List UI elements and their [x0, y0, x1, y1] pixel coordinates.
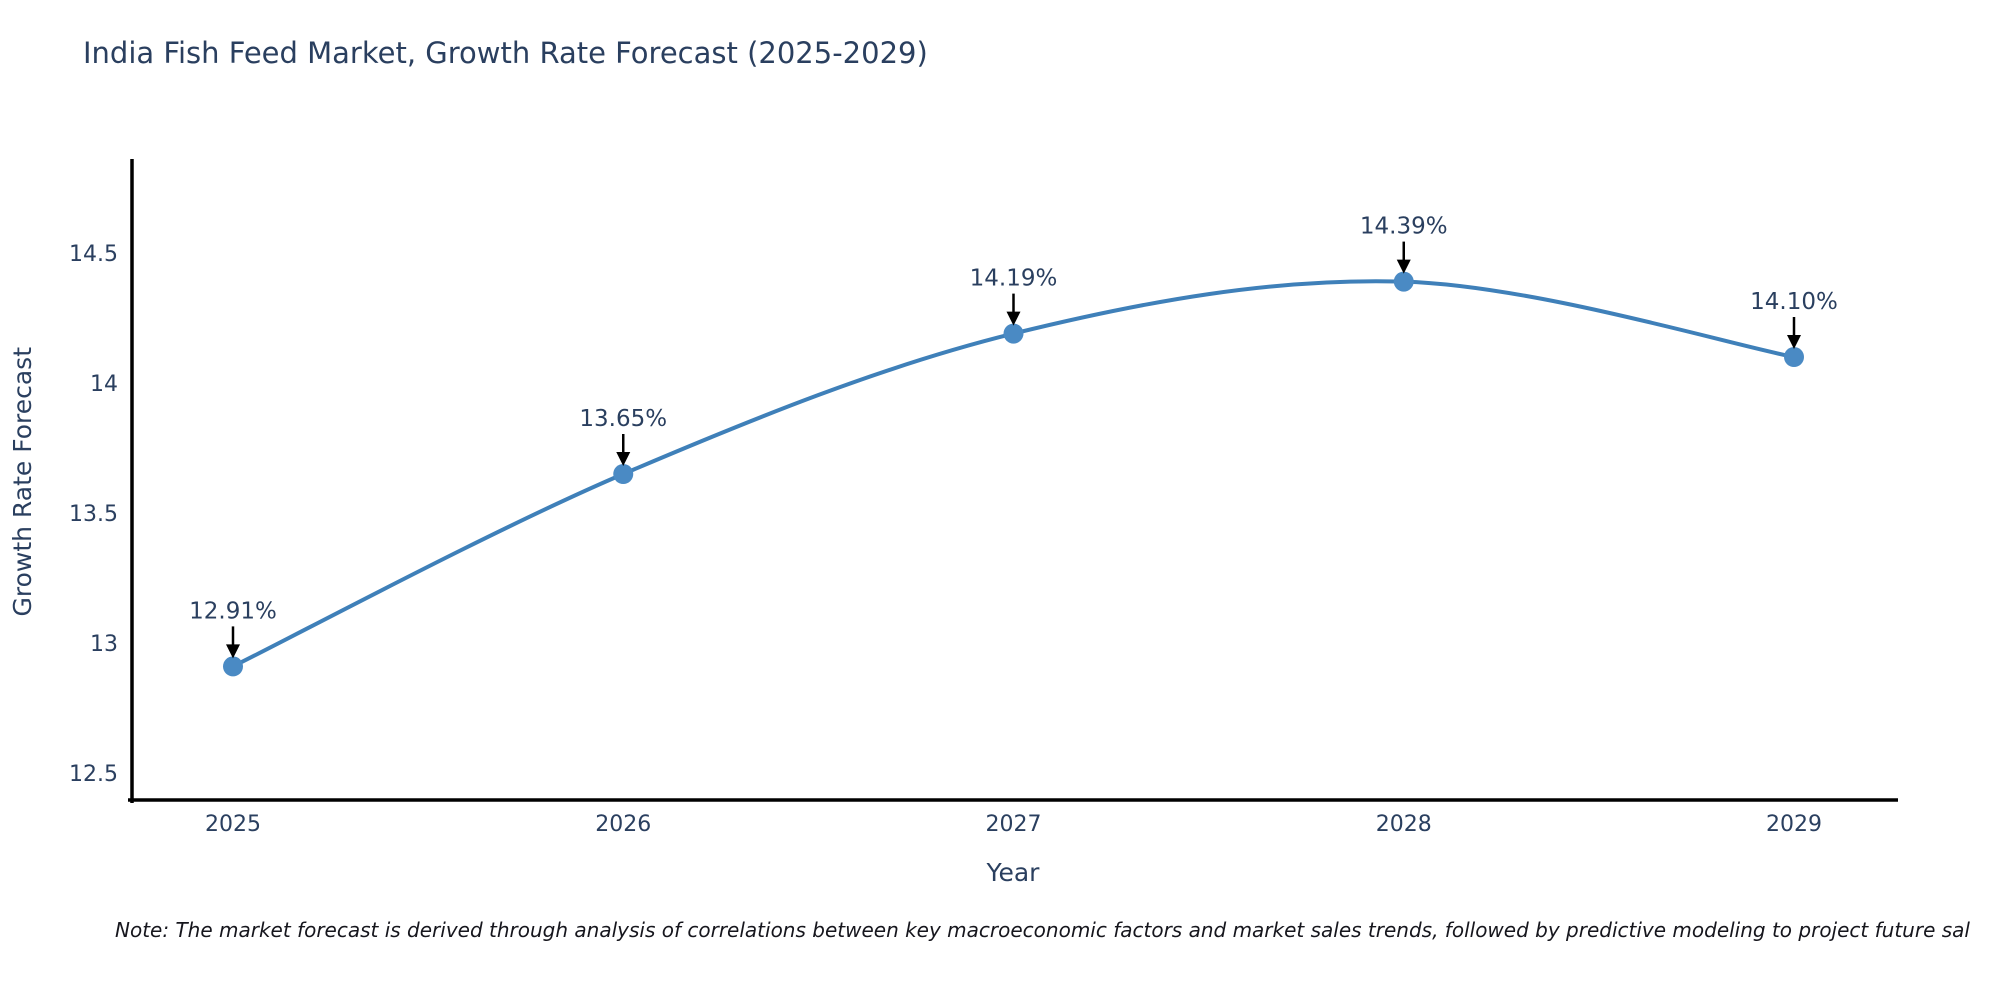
y-axis-title-wrap: Growth Rate Forecast: [8, 159, 37, 804]
data-point-label: 12.91%: [189, 598, 277, 624]
y-tick-label: 14.5: [69, 242, 118, 267]
line-series: [223, 271, 1804, 677]
data-point-marker[interactable]: [1393, 271, 1414, 292]
y-tick-label: 12.5: [69, 762, 118, 787]
x-tick-label: 2026: [595, 812, 651, 837]
annotation-layer: 12.91% 13.65% 14.19% 14.39% 14.10%: [189, 214, 1838, 659]
axes-layer: 12.5 13 13.5 14 14.5 2025 2026 2027 2028 2029: [69, 159, 1898, 837]
annotation-arrowhead-icon: [1787, 335, 1801, 349]
x-tick-label: 2025: [205, 812, 261, 837]
annotation-arrowhead-icon: [616, 452, 631, 466]
x-axis-title: Year: [986, 858, 1040, 887]
data-point-label: 13.65%: [579, 406, 667, 432]
y-tick-label: 14: [90, 372, 118, 397]
chart-title: India Fish Feed Market, Growth Rate Fore…: [83, 36, 928, 70]
footnote: Note: The market forecast is derived thr…: [115, 918, 1970, 942]
annotation-arrowhead-icon: [226, 644, 240, 659]
y-axis-title: Growth Rate Forecast: [8, 346, 37, 617]
data-point-label: 14.19%: [970, 266, 1058, 292]
x-tick-label: 2029: [1766, 812, 1822, 837]
data-point-marker[interactable]: [613, 464, 634, 484]
annotation-arrowhead-icon: [1396, 259, 1411, 274]
data-point-marker[interactable]: [1784, 347, 1804, 367]
data-point-marker[interactable]: [1003, 323, 1024, 344]
y-tick-label: 13: [90, 632, 118, 657]
y-tick-label: 13.5: [69, 502, 118, 527]
x-tick-label: 2027: [986, 812, 1042, 837]
x-tick-label: 2028: [1376, 812, 1432, 837]
annotation-arrowhead-icon: [1006, 311, 1021, 326]
data-point-label: 14.39%: [1360, 214, 1448, 240]
data-point-marker[interactable]: [223, 656, 243, 677]
data-point-label: 14.10%: [1750, 289, 1838, 315]
